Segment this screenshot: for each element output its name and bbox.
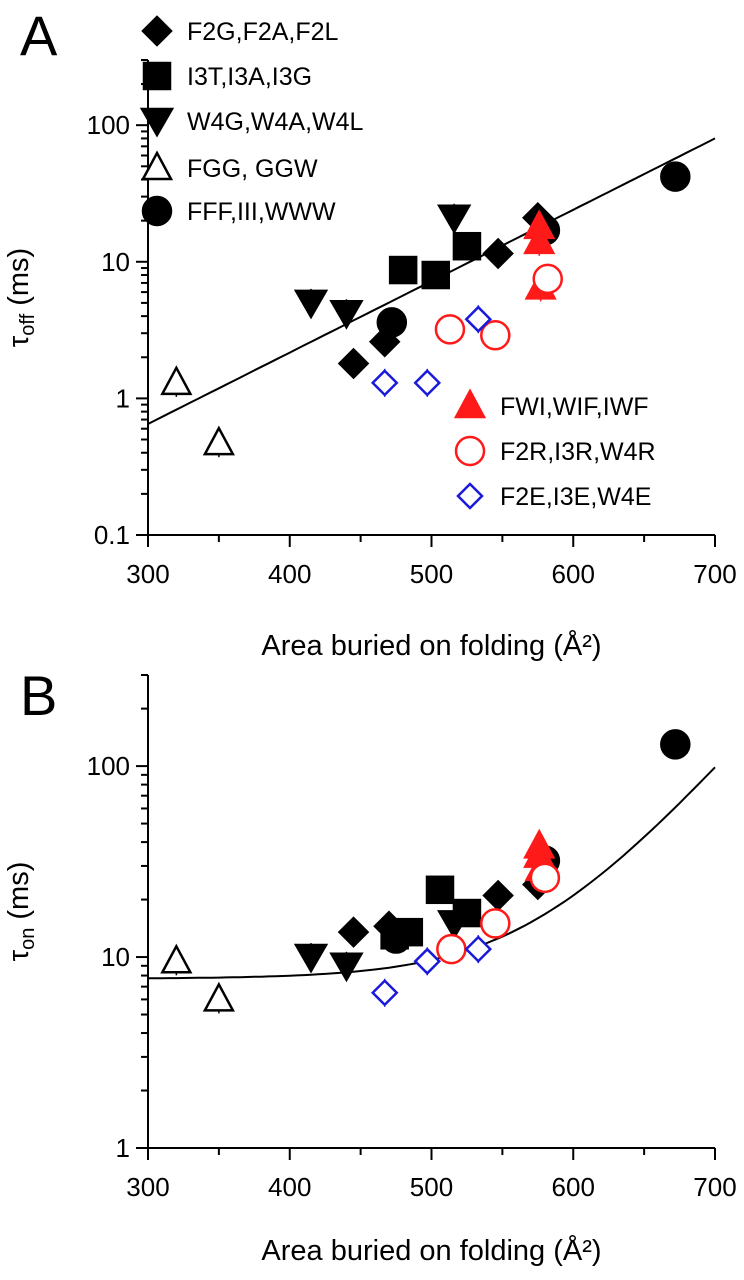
x-tick-label: 700 bbox=[693, 559, 736, 589]
data-point bbox=[529, 862, 561, 894]
legend-marker bbox=[456, 482, 484, 510]
data-point bbox=[421, 260, 451, 290]
data-point bbox=[329, 952, 364, 983]
legend-entry: FWI,WIF,IWF bbox=[500, 393, 649, 421]
legend-entry: I3T,I3A,I3G bbox=[187, 63, 312, 91]
legend-marker bbox=[141, 195, 173, 227]
y-tick-label: 1 bbox=[116, 1133, 130, 1163]
data-point bbox=[464, 935, 493, 963]
y-tick-label: 100 bbox=[87, 751, 130, 781]
legend-marker bbox=[142, 61, 172, 91]
legend-entry: F2R,I3R,W4R bbox=[500, 438, 656, 466]
data-point bbox=[425, 875, 455, 905]
legend-marker bbox=[453, 388, 487, 419]
legend-marker bbox=[141, 15, 173, 47]
data-point bbox=[160, 943, 193, 974]
x-axis-title: Area buried on folding (Å²) bbox=[261, 629, 601, 662]
data-point bbox=[452, 231, 482, 261]
x-tick-label: 700 bbox=[693, 1172, 736, 1202]
data-point bbox=[337, 347, 370, 380]
data-point bbox=[370, 369, 399, 397]
data-point bbox=[436, 933, 467, 965]
y-tick-label: 10 bbox=[101, 247, 130, 277]
data-point bbox=[437, 204, 472, 235]
legend-entry: F2G,F2A,F2L bbox=[187, 18, 339, 46]
data-point bbox=[660, 729, 691, 760]
data-point bbox=[532, 263, 563, 295]
data-point bbox=[202, 981, 235, 1012]
x-tick-label: 500 bbox=[410, 1172, 453, 1202]
panel-letter: B bbox=[20, 664, 57, 727]
data-point bbox=[293, 943, 329, 974]
x-axis-title: Area buried on folding (Å²) bbox=[261, 1234, 601, 1267]
x-tick-label: 500 bbox=[410, 559, 453, 589]
legend-entry: FGG, GGW bbox=[187, 155, 318, 183]
data-point bbox=[370, 979, 399, 1007]
legend-marker bbox=[454, 435, 486, 467]
x-tick-label: 600 bbox=[552, 559, 595, 589]
x-tick-label: 300 bbox=[126, 1172, 169, 1202]
panel-b: B 300 400 500 600 700 1 10 100 Area buried on fol… bbox=[3, 664, 737, 1267]
x-tick-label: 300 bbox=[126, 559, 169, 589]
data-point bbox=[434, 314, 466, 345]
data-point bbox=[337, 916, 370, 948]
data-point bbox=[413, 947, 442, 976]
data-point bbox=[160, 365, 193, 396]
legend-marker bbox=[139, 107, 175, 138]
panel-a: A 300 400 500 600 700 0.1 1 10 100 Area buried on … bbox=[3, 4, 737, 662]
y-tick-label: 1 bbox=[116, 383, 130, 413]
data-point bbox=[464, 305, 493, 333]
data-point bbox=[482, 237, 514, 270]
y-tick-label: 100 bbox=[87, 110, 130, 140]
data-point bbox=[437, 910, 472, 940]
data-point bbox=[329, 300, 364, 330]
x-tick-label: 600 bbox=[552, 1172, 595, 1202]
data-point bbox=[660, 161, 691, 192]
y-axis-title: τon (ms) bbox=[3, 862, 39, 962]
legend-entry: W4G,W4A,W4L bbox=[187, 108, 364, 136]
data-point bbox=[380, 923, 412, 954]
x-tick-label: 400 bbox=[268, 1172, 311, 1202]
data-point bbox=[202, 425, 235, 456]
y-axis-title: τoff (ms) bbox=[3, 248, 39, 347]
fit-curve bbox=[147, 766, 716, 980]
data-point bbox=[413, 369, 442, 397]
legend-marker bbox=[140, 150, 174, 181]
data-point bbox=[388, 255, 418, 285]
data-point bbox=[480, 908, 511, 939]
panel-letter: A bbox=[20, 4, 58, 67]
legend-entry: FFF,III,WWW bbox=[187, 198, 336, 226]
data-point bbox=[482, 879, 514, 912]
y-tick-label: 0.1 bbox=[94, 520, 130, 550]
y-tick-label: 10 bbox=[101, 942, 130, 972]
data-point bbox=[293, 289, 329, 320]
data-point bbox=[376, 307, 408, 338]
x-tick-label: 400 bbox=[268, 559, 311, 589]
data-point bbox=[523, 224, 556, 255]
data-point bbox=[480, 319, 511, 351]
legend-entry: F2E,I3E,W4E bbox=[500, 483, 651, 511]
